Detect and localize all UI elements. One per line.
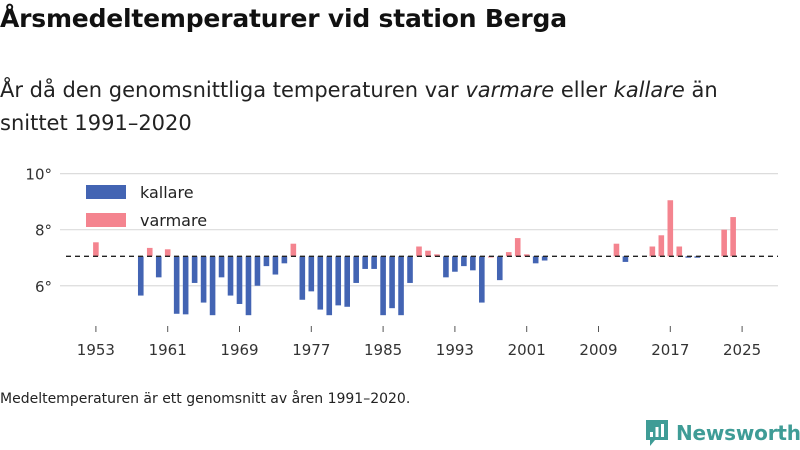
legend-label-varmare: varmare <box>140 211 207 230</box>
bar-1964 <box>191 256 198 283</box>
legend-label-kallare: kallare <box>140 183 194 202</box>
bar-1969 <box>236 256 243 304</box>
y-tick-label: 8° <box>35 222 52 240</box>
bar-1970 <box>245 256 252 316</box>
bar-2018 <box>676 246 683 257</box>
bar-2003 <box>541 256 548 261</box>
bar-1991 <box>434 254 440 257</box>
bar-1998 <box>496 256 503 281</box>
bar-1978 <box>317 256 324 310</box>
footnote: Medeltemperaturen är ett genomsnitt av å… <box>0 391 411 407</box>
bar-2012 <box>622 256 629 262</box>
chart-subtitle: År då den genomsnittliga temperaturen va… <box>0 74 790 140</box>
temperature-bar-chart: 6° 8° 10° 1953 1961 1969 1977 1985 1993 2001 2009… <box>25 166 778 359</box>
bar-1973 <box>272 256 279 275</box>
bar-1953 <box>93 242 99 257</box>
bar-1963 <box>182 256 189 315</box>
bar-1965 <box>200 256 207 303</box>
newsworthy-chart-bubble-icon <box>646 420 668 446</box>
x-tick-label: 1969 <box>220 341 258 359</box>
bar-1962 <box>173 256 180 314</box>
x-tick-label: 1977 <box>292 341 330 359</box>
bar-1974 <box>281 256 288 264</box>
x-tick-label: 2017 <box>651 341 689 359</box>
bar-2017 <box>667 200 674 257</box>
x-tick-label: 1985 <box>364 341 402 359</box>
bar-2023 <box>721 229 727 257</box>
bar-1984 <box>371 256 377 269</box>
bar-1968 <box>227 256 234 296</box>
y-tick-label: 10° <box>25 166 52 184</box>
bar-1982 <box>353 256 359 283</box>
bar-2000 <box>514 238 521 257</box>
x-tick-label: 1993 <box>436 341 474 359</box>
brand-logo: Newsworthy <box>644 418 800 448</box>
bar-2011 <box>613 243 620 257</box>
x-tick-label: 2009 <box>579 341 617 359</box>
bar-1993 <box>452 256 458 272</box>
x-axis-ticks: 1953 1961 1969 1977 1985 1993 2001 2009 2017 2025 <box>77 326 761 359</box>
bar-2024 <box>730 217 736 257</box>
bar-1976 <box>299 256 306 300</box>
bar-1988 <box>407 256 413 283</box>
subtitle-warm-word: varmare <box>465 78 555 102</box>
subtitle-prefix: År då den genomsnittliga temperaturen va… <box>0 78 466 102</box>
bar-layer <box>93 200 736 316</box>
bar-1989 <box>416 246 422 257</box>
bar-1990 <box>425 250 431 257</box>
bar-1967 <box>218 256 225 278</box>
bar-1966 <box>209 256 216 316</box>
y-axis-ticks: 6° 8° 10° <box>25 166 52 296</box>
bar-1972 <box>263 256 270 267</box>
bar-1994 <box>461 256 467 267</box>
chart-legend: kallare varmare <box>86 183 207 230</box>
grid-layer <box>60 173 778 287</box>
bar-1983 <box>362 256 368 269</box>
legend-swatch-kallare <box>86 185 126 199</box>
bar-1986 <box>389 256 395 309</box>
bar-1961 <box>164 249 171 257</box>
y-tick-label: 6° <box>35 278 52 296</box>
subtitle-cold-word: kallare <box>613 78 685 102</box>
bar-1958 <box>137 256 144 296</box>
brand-name: Newsworthy <box>676 421 800 445</box>
bar-1999 <box>505 252 512 257</box>
bar-1975 <box>290 243 297 257</box>
x-tick-label: 2001 <box>508 341 546 359</box>
bar-2020 <box>694 256 701 258</box>
legend-swatch-varmare <box>86 213 126 227</box>
bar-1992 <box>443 256 449 278</box>
subtitle-suffix: än snittet 1991–2020 <box>0 78 718 135</box>
bar-2001 <box>523 254 530 257</box>
x-tick-label: 1953 <box>77 341 115 359</box>
x-tick-label: 1961 <box>149 341 187 359</box>
bar-1987 <box>398 256 404 316</box>
bar-1960 <box>155 256 162 278</box>
x-tick-label: 2025 <box>723 341 761 359</box>
bar-1977 <box>308 256 315 292</box>
bar-1971 <box>254 256 261 286</box>
bar-1981 <box>344 256 350 307</box>
bar-1980 <box>335 256 342 306</box>
bar-1995 <box>470 256 476 271</box>
chart-title: Årsmedeltemperaturer vid station Berga <box>0 4 567 33</box>
bar-1959 <box>146 247 153 257</box>
bar-2016 <box>658 235 665 257</box>
bar-2019 <box>685 256 692 258</box>
bar-2015 <box>649 246 656 257</box>
subtitle-middle: eller <box>554 78 614 102</box>
bar-2002 <box>532 256 539 264</box>
bar-1985 <box>380 256 386 316</box>
bar-1979 <box>326 256 333 316</box>
bar-1996 <box>479 256 485 303</box>
